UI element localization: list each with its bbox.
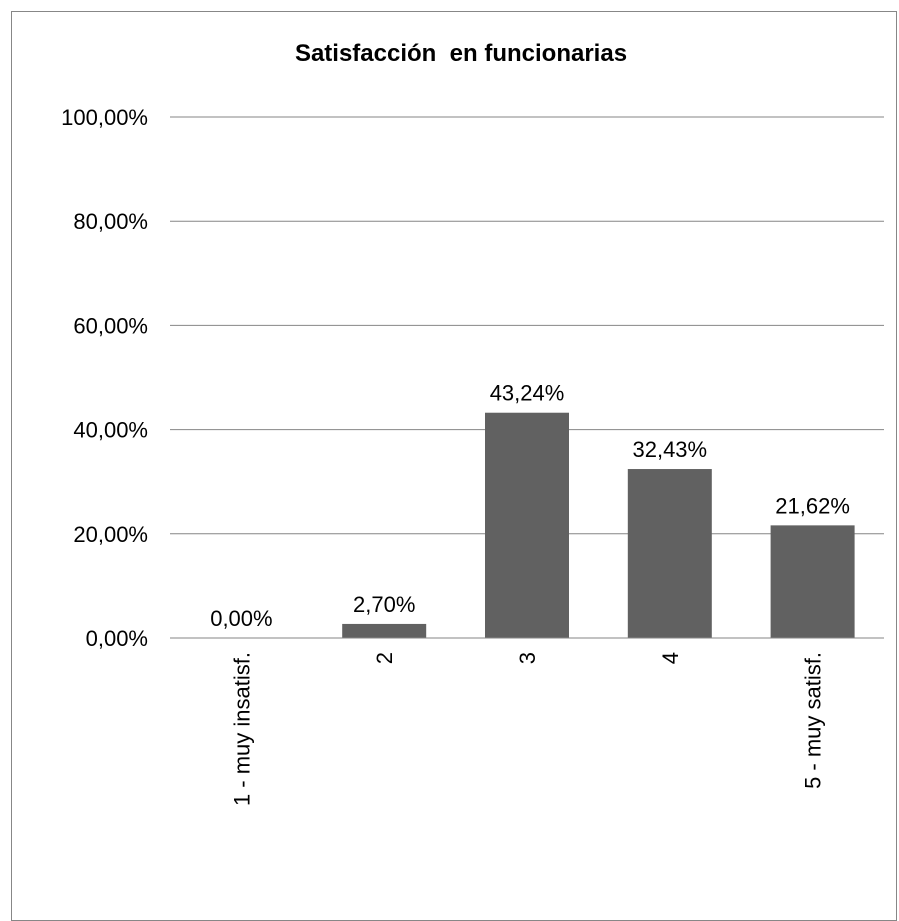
bar-3: [485, 412, 569, 638]
bar-5: [770, 525, 855, 638]
bars: [342, 412, 855, 638]
bar-4: [627, 469, 712, 638]
data-label-4: 32,43%: [632, 437, 707, 462]
y-tick-label: 60,00%: [73, 313, 148, 338]
y-tick-label: 40,00%: [73, 418, 148, 443]
data-label-2: 2,70%: [353, 592, 415, 617]
x-tick-label: 5 - muy satisf.: [801, 652, 826, 789]
y-axis: 0,00% 20,00% 40,00% 60,00% 80,00% 100,00%: [61, 105, 148, 651]
x-tick-label: 4: [658, 652, 683, 664]
data-label-1: 0,00%: [210, 606, 272, 631]
chart-title: Satisfacción en funcionarias: [295, 40, 627, 67]
bar-2: [342, 623, 427, 638]
x-tick-label: 1 - muy insatisf.: [229, 652, 254, 806]
data-label-3: 43,24%: [490, 381, 565, 406]
data-labels: 0,00% 2,70% 43,24% 32,43% 21,62%: [210, 381, 850, 631]
chart-frame: [11, 11, 897, 921]
x-axis: 1 - muy insatisf. 2 3 4 5 - muy satisf.: [170, 637, 884, 806]
y-tick-label: 100,00%: [61, 105, 148, 130]
y-tick-label: 20,00%: [73, 522, 148, 547]
x-tick-label: 2: [372, 652, 397, 664]
data-label-5: 21,62%: [775, 493, 850, 518]
x-tick-label: 3: [515, 652, 540, 664]
y-tick-label: 80,00%: [73, 209, 148, 234]
y-tick-label: 0,00%: [86, 626, 148, 651]
